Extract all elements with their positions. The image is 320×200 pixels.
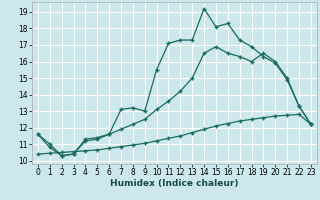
X-axis label: Humidex (Indice chaleur): Humidex (Indice chaleur) (110, 179, 239, 188)
